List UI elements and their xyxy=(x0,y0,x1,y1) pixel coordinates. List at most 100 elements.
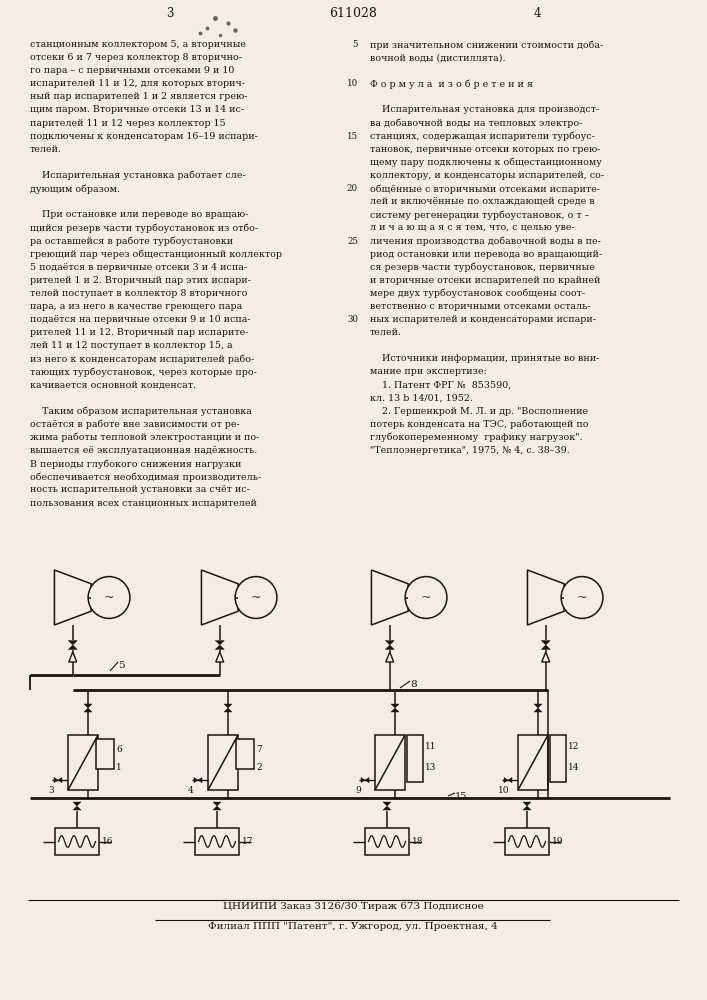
Polygon shape xyxy=(391,708,399,712)
Text: мере двух турбоустановок сообщены соот-: мере двух турбоустановок сообщены соот- xyxy=(370,289,585,298)
Text: Таким образом испарительная установка: Таким образом испарительная установка xyxy=(30,407,252,416)
Polygon shape xyxy=(385,645,395,650)
Text: подаётся на первичные отсеки 9 и 10 испа-: подаётся на первичные отсеки 9 и 10 испа… xyxy=(30,315,250,324)
Text: ся резерв части турбоустановок, первичные: ся резерв части турбоустановок, первичны… xyxy=(370,263,595,272)
Text: 10: 10 xyxy=(498,786,510,795)
Polygon shape xyxy=(198,778,202,783)
Polygon shape xyxy=(534,708,542,712)
Text: 4: 4 xyxy=(188,786,194,795)
Text: 3: 3 xyxy=(48,786,54,795)
Polygon shape xyxy=(383,802,391,806)
Polygon shape xyxy=(385,641,395,645)
Text: вышается её эксплуатационная надёжность.: вышается её эксплуатационная надёжность. xyxy=(30,446,257,455)
Text: 16: 16 xyxy=(102,837,114,846)
Text: 11: 11 xyxy=(425,742,436,751)
Polygon shape xyxy=(84,708,92,712)
Polygon shape xyxy=(213,802,221,806)
Circle shape xyxy=(235,577,277,618)
Text: 3: 3 xyxy=(166,7,174,20)
Text: Филиал ППП "Патент", г. Ужгород, ул. Проектная, 4: Филиал ППП "Патент", г. Ужгород, ул. Про… xyxy=(208,922,498,931)
Polygon shape xyxy=(201,570,238,625)
Bar xyxy=(407,735,423,782)
Polygon shape xyxy=(365,778,369,783)
Text: ~: ~ xyxy=(577,591,588,604)
Text: ~: ~ xyxy=(251,591,262,604)
Text: 5: 5 xyxy=(118,661,124,670)
Text: потерь конденсата на ТЭС, работающей по: потерь конденсата на ТЭС, работающей по xyxy=(370,420,588,429)
Polygon shape xyxy=(523,802,531,806)
Text: ветственно с вторичными отсеками осталь-: ветственно с вторичными отсеками осталь- xyxy=(370,302,590,311)
Text: щийся резерв части турбоустановок из отбо-: щийся резерв части турбоустановок из отб… xyxy=(30,223,258,233)
Polygon shape xyxy=(371,570,408,625)
Polygon shape xyxy=(54,570,91,625)
Polygon shape xyxy=(58,778,62,783)
Polygon shape xyxy=(383,806,391,810)
Polygon shape xyxy=(527,570,564,625)
Text: 5 подаётся в первичные отсеки 3 и 4 испа-: 5 подаётся в первичные отсеки 3 и 4 испа… xyxy=(30,263,247,272)
Text: ЦНИИПИ Заказ 3126/30 Тираж 673 Подписное: ЦНИИПИ Заказ 3126/30 Тираж 673 Подписное xyxy=(223,902,484,911)
Text: 1. Патент ФРГ №  853590,: 1. Патент ФРГ № 853590, xyxy=(370,381,511,390)
Text: 20: 20 xyxy=(347,184,358,193)
Text: При остановке или переводе во вращаю-: При остановке или переводе во вращаю- xyxy=(30,210,248,219)
Polygon shape xyxy=(523,806,531,810)
Polygon shape xyxy=(215,645,224,650)
Polygon shape xyxy=(215,641,224,645)
Text: риод остановки или перевода во вращающий-: риод остановки или перевода во вращающий… xyxy=(370,250,602,259)
Text: телей.: телей. xyxy=(370,328,402,337)
Circle shape xyxy=(405,577,447,618)
Text: ный пар испарителей 1 и 2 является грею-: ный пар испарителей 1 и 2 является грею- xyxy=(30,92,247,101)
Polygon shape xyxy=(73,806,81,810)
Polygon shape xyxy=(194,778,198,783)
Text: глубокопеременному  графику нагрузок".: глубокопеременному графику нагрузок". xyxy=(370,433,583,442)
Text: Источники информации, принятые во вни-: Источники информации, принятые во вни- xyxy=(370,354,600,363)
Text: пользования всех станционных испарителей: пользования всех станционных испарителей xyxy=(30,498,257,508)
Text: ность испарительной установки за счёт ис-: ность испарительной установки за счёт ис… xyxy=(30,485,250,494)
Text: 15: 15 xyxy=(347,132,358,141)
Text: кл. 13 b 14/01, 1952.: кл. 13 b 14/01, 1952. xyxy=(370,394,473,403)
Text: дующим образом.: дующим образом. xyxy=(30,184,120,194)
Text: Ф о р м у л а  и з о б р е т е н и я: Ф о р м у л а и з о б р е т е н и я xyxy=(370,79,533,89)
Polygon shape xyxy=(391,704,399,708)
Text: коллектору, и конденсаторы испарителей, со-: коллектору, и конденсаторы испарителей, … xyxy=(370,171,604,180)
Polygon shape xyxy=(224,708,232,712)
Polygon shape xyxy=(69,645,77,650)
Bar xyxy=(68,735,98,790)
Text: жима работы тепловой электростанции и по-: жима работы тепловой электростанции и по… xyxy=(30,433,259,442)
Text: 6: 6 xyxy=(116,745,122,754)
Text: 17: 17 xyxy=(242,837,254,846)
Text: телей поступает в коллектор 8 вторичного: телей поступает в коллектор 8 вторичного xyxy=(30,289,247,298)
Bar xyxy=(518,735,548,790)
Text: 19: 19 xyxy=(552,837,563,846)
Circle shape xyxy=(88,577,130,618)
Text: В периоды глубокого снижения нагрузки: В периоды глубокого снижения нагрузки xyxy=(30,459,241,469)
Text: Испарительная установка для производст-: Испарительная установка для производст- xyxy=(370,105,600,114)
Polygon shape xyxy=(508,778,512,783)
Text: парителей 11 и 12 через коллектор 15: парителей 11 и 12 через коллектор 15 xyxy=(30,119,226,128)
Text: отсеки 6 и 7 через коллектор 8 вторично-: отсеки 6 и 7 через коллектор 8 вторично- xyxy=(30,53,242,62)
Text: пара, а из него в качестве греющего пара: пара, а из него в качестве греющего пара xyxy=(30,302,243,311)
Polygon shape xyxy=(224,704,232,708)
Text: систему регенерации турбоустановок, о т –: систему регенерации турбоустановок, о т … xyxy=(370,210,590,220)
Text: тающих турбоустановок, через которые про-: тающих турбоустановок, через которые про… xyxy=(30,367,257,377)
Text: 4: 4 xyxy=(533,7,541,20)
Text: личения производства добавочной воды в пе-: личения производства добавочной воды в п… xyxy=(370,236,601,246)
Bar xyxy=(96,739,114,769)
Text: ~: ~ xyxy=(421,591,431,604)
Text: качивается основной конденсат.: качивается основной конденсат. xyxy=(30,381,196,390)
Bar xyxy=(55,828,99,855)
Text: 5: 5 xyxy=(353,40,358,49)
Polygon shape xyxy=(542,645,550,650)
Polygon shape xyxy=(361,778,365,783)
Text: Испарительная установка работает сле-: Испарительная установка работает сле- xyxy=(30,171,246,180)
Text: 10: 10 xyxy=(346,79,358,88)
Text: тановок, первичные отсеки которых по грею-: тановок, первичные отсеки которых по гре… xyxy=(370,145,600,154)
Polygon shape xyxy=(69,641,77,645)
Polygon shape xyxy=(504,778,508,783)
Text: 15: 15 xyxy=(455,792,467,801)
Text: вочной воды (дистиллята).: вочной воды (дистиллята). xyxy=(370,53,506,62)
Polygon shape xyxy=(73,802,81,806)
Bar xyxy=(208,735,238,790)
Text: телей.: телей. xyxy=(30,145,62,154)
Text: 25: 25 xyxy=(347,236,358,245)
Text: станционным коллектором 5, а вторичные: станционным коллектором 5, а вторичные xyxy=(30,40,246,49)
